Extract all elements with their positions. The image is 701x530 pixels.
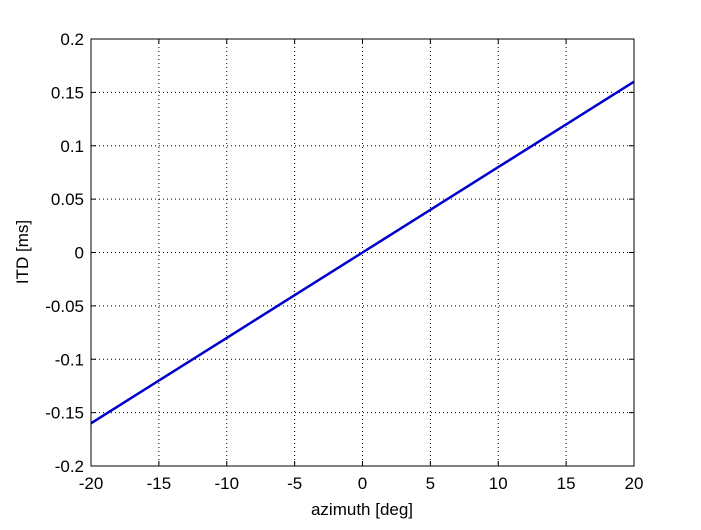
- y-tick-label: 0.15: [51, 83, 84, 102]
- y-tick-label: -0.15: [45, 404, 84, 423]
- x-tick-label: 5: [426, 474, 435, 493]
- x-tick-label: -15: [147, 474, 172, 493]
- series-layer: [90, 80, 635, 425]
- y-tick-label: 0.2: [60, 30, 84, 49]
- x-tick-labels: -20 -15 -10 -5 0 5 10 15 20: [79, 474, 644, 493]
- y-tick-label: 0.1: [60, 137, 84, 156]
- y-tick-label: -0.1: [55, 350, 84, 369]
- x-tick-label: -5: [287, 474, 302, 493]
- x-tick-label: -10: [214, 474, 239, 493]
- x-axis-label: azimuth [deg]: [311, 500, 413, 519]
- grid-lines: [91, 39, 634, 466]
- x-tick-label: 15: [557, 474, 576, 493]
- y-tick-label: -0.2: [55, 457, 84, 476]
- x-tick-label: 0: [358, 474, 367, 493]
- y-tick-labels: -0.2 -0.15 -0.1 -0.05 0 0.05 0.1 0.15 0.2: [45, 30, 84, 476]
- x-tick-label: 20: [625, 474, 644, 493]
- tick-marks: [90, 38, 635, 467]
- y-tick-label: -0.05: [45, 297, 84, 316]
- y-tick-label: 0: [75, 244, 84, 263]
- x-tick-label: 10: [489, 474, 508, 493]
- itd-series-line: [90, 80, 635, 425]
- x-tick-label: -20: [79, 474, 104, 493]
- y-axis-label: ITD [ms]: [13, 220, 32, 284]
- y-tick-label: 0.05: [51, 190, 84, 209]
